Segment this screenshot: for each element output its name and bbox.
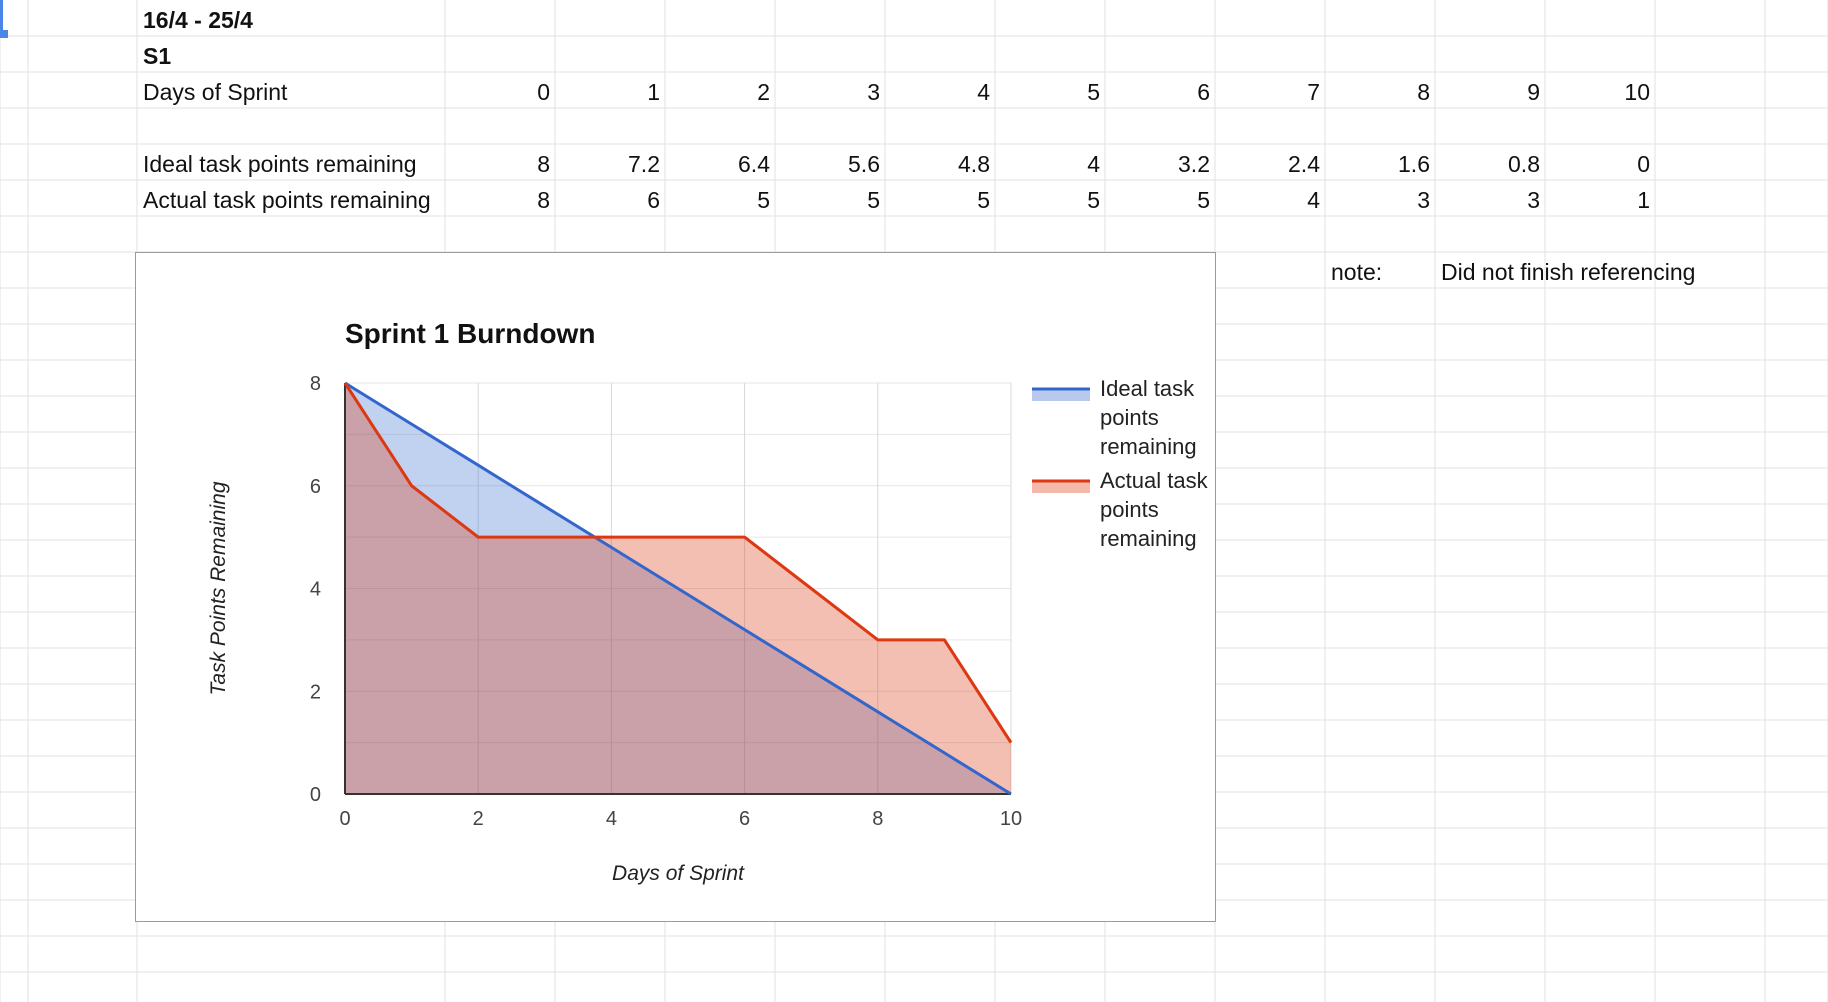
actual-data-point [809, 587, 813, 591]
cell-actual-value[interactable]: 3 [1527, 187, 1540, 213]
cell-ideal-value[interactable]: 1.6 [1398, 151, 1430, 177]
cell-sprint-id[interactable]: S1 [143, 43, 172, 69]
x-tick-label: 2 [473, 808, 484, 830]
cell-actual-value[interactable]: 5 [977, 187, 990, 213]
y-tick-label: 4 [310, 579, 321, 601]
cell-ideal-label[interactable]: Ideal task points remaining [143, 151, 417, 177]
x-tick-label: 10 [1000, 808, 1022, 830]
cell-actual-value[interactable]: 8 [537, 187, 550, 213]
cell-day[interactable]: 10 [1624, 79, 1650, 105]
actual-data-point [609, 535, 613, 539]
cell-actual-value[interactable]: 5 [1197, 187, 1210, 213]
cell-ideal-value[interactable]: 4 [1087, 151, 1100, 177]
actual-data-point [343, 381, 347, 385]
cell-ideal-value[interactable]: 4.8 [958, 151, 990, 177]
cell-ideal-value[interactable]: 2.4 [1288, 151, 1320, 177]
legend-label: points [1100, 405, 1159, 430]
cell-day[interactable]: 6 [1197, 79, 1210, 105]
ideal-data-point [743, 628, 747, 632]
cell-ideal-value[interactable]: 5.6 [848, 151, 880, 177]
cell-actual-label[interactable]: Actual task points remaining [143, 187, 431, 213]
legend-label: Actual task [1100, 468, 1209, 493]
cell-date-range[interactable]: 16/4 - 25/4 [143, 7, 253, 33]
x-tick-label: 8 [872, 808, 883, 830]
y-tick-label: 6 [310, 476, 321, 498]
cell-ideal-value[interactable]: 8 [537, 151, 550, 177]
ideal-data-point [876, 710, 880, 714]
legend-label: remaining [1100, 434, 1197, 459]
cell-note-label[interactable]: note: [1331, 259, 1383, 285]
x-tick-label: 0 [339, 808, 350, 830]
actual-data-point [743, 535, 747, 539]
actual-data-point [543, 535, 547, 539]
actual-data-point [476, 535, 480, 539]
cell-day[interactable]: 8 [1417, 79, 1430, 105]
chart-title: Sprint 1 Burndown [345, 318, 595, 349]
cell-day[interactable]: 0 [537, 79, 550, 105]
cell-day[interactable]: 1 [647, 79, 660, 105]
cell-day[interactable]: 4 [977, 79, 990, 105]
ideal-series-line [344, 381, 1012, 796]
cell-day[interactable]: 7 [1307, 79, 1320, 105]
cell-days-label[interactable]: Days of Sprint [143, 79, 288, 105]
y-tick-label: 0 [310, 784, 321, 806]
actual-data-point [1009, 741, 1013, 745]
cell-day[interactable]: 5 [1087, 79, 1100, 105]
cell-day[interactable]: 9 [1527, 79, 1540, 105]
cell-day[interactable]: 2 [757, 79, 770, 105]
ideal-data-point [410, 422, 414, 426]
ideal-data-point [676, 587, 680, 591]
actual-data-point [410, 484, 414, 488]
cell-actual-value[interactable]: 5 [757, 187, 770, 213]
ideal-data-point [476, 463, 480, 467]
cell-actual-value[interactable]: 5 [1087, 187, 1100, 213]
ideal-data-point [1009, 792, 1013, 796]
burndown-chart[interactable]: Sprint 1 Burndown 0 2 4 6 8 0 2 4 6 8 10 Days of Spr… [135, 252, 1216, 922]
x-tick-label: 6 [739, 808, 750, 830]
cell-actual-value[interactable]: 4 [1307, 187, 1320, 213]
legend-label: points [1100, 497, 1159, 522]
legend-swatch-fill [1032, 389, 1090, 401]
cell-actual-value[interactable]: 1 [1637, 187, 1650, 213]
ideal-data-point [543, 504, 547, 508]
ideal-data-point [609, 545, 613, 549]
legend-label: Ideal task [1100, 376, 1195, 401]
burndown-chart-svg: Sprint 1 Burndown 0 2 4 6 8 0 2 4 6 8 10 Days of Spr… [207, 318, 1209, 885]
fill-handle[interactable] [0, 30, 8, 38]
cell-ideal-value[interactable]: 7.2 [628, 151, 660, 177]
cell-actual-value[interactable]: 3 [1417, 187, 1430, 213]
cell-actual-value[interactable]: 5 [867, 187, 880, 213]
actual-data-point [942, 638, 946, 642]
ideal-data-point [942, 751, 946, 755]
actual-data-point [876, 638, 880, 642]
actual-data-point [676, 535, 680, 539]
cell-ideal-value[interactable]: 0 [1637, 151, 1650, 177]
legend-swatch-fill [1032, 481, 1090, 493]
active-cell-marker [0, 0, 3, 36]
cell-ideal-value[interactable]: 6.4 [738, 151, 770, 177]
ideal-data-point [809, 669, 813, 673]
cell-day[interactable]: 3 [867, 79, 880, 105]
y-tick-label: 8 [310, 373, 321, 395]
x-tick-label: 4 [606, 808, 617, 830]
actual-series-line [343, 382, 1013, 744]
cell-note-text[interactable]: Did not finish referencing [1441, 259, 1696, 285]
cell-ideal-value[interactable]: 3.2 [1178, 151, 1210, 177]
cell-actual-value[interactable]: 6 [647, 187, 660, 213]
y-tick-label: 2 [310, 681, 321, 703]
legend-label: remaining [1100, 526, 1197, 551]
y-axis-title: Task Points Remaining [207, 481, 230, 695]
cell-ideal-value[interactable]: 0.8 [1508, 151, 1540, 177]
x-axis-title: Days of Sprint [612, 862, 745, 885]
